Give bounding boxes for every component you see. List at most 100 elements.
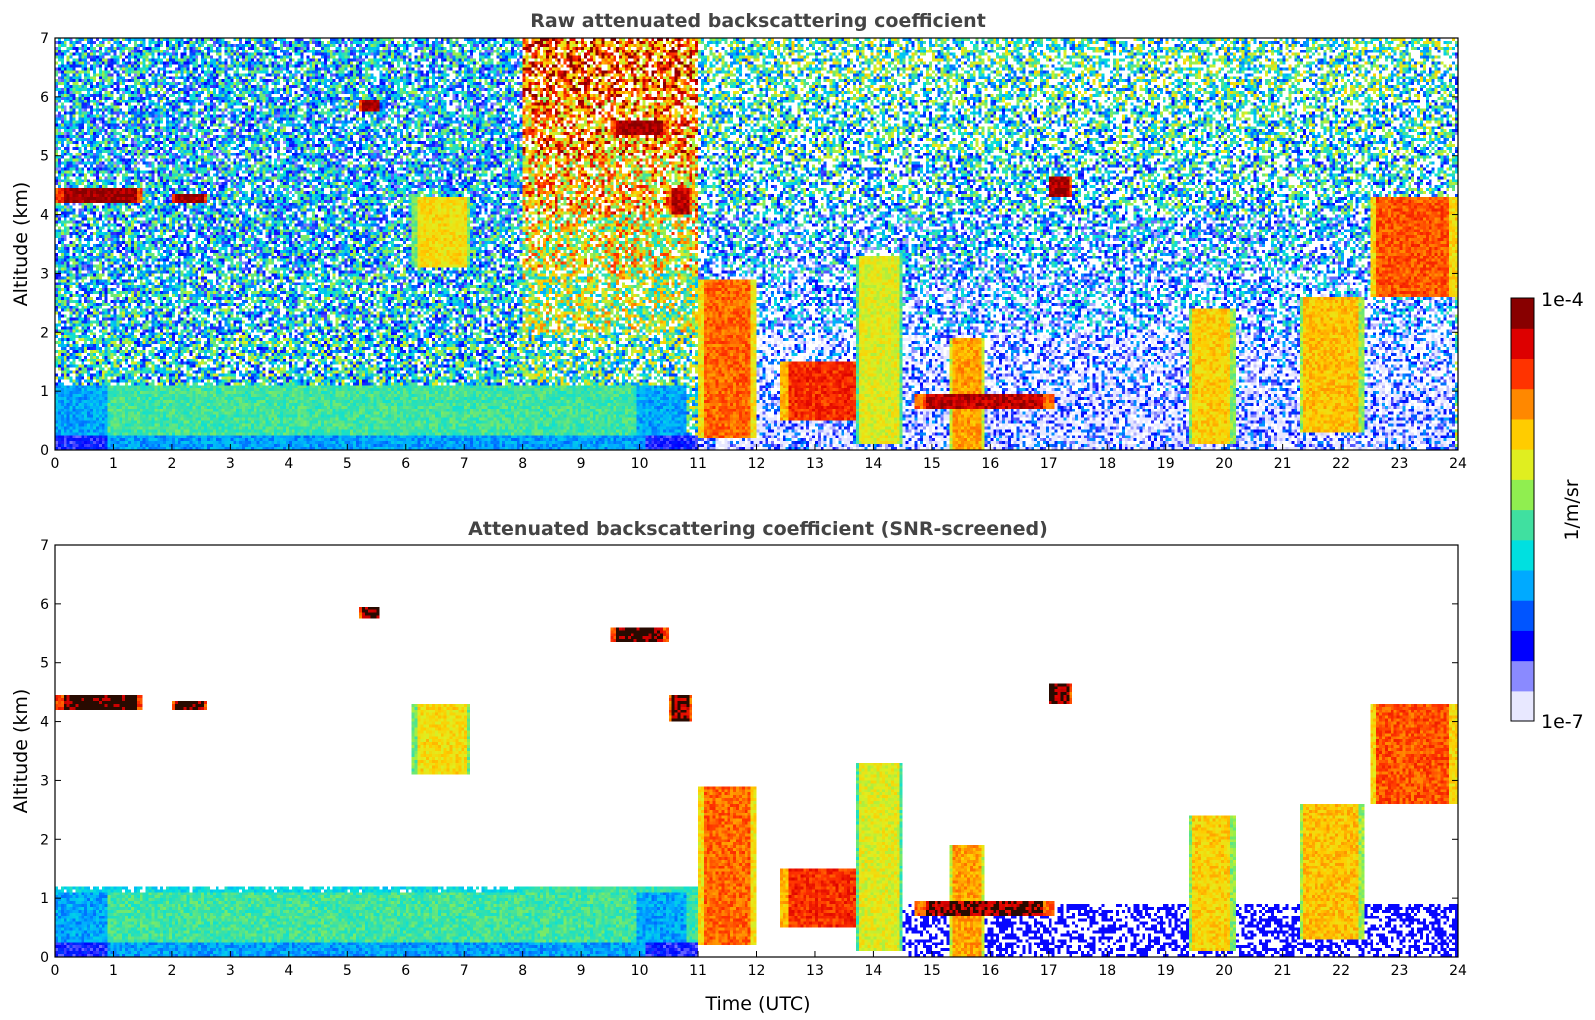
- x-tick-label: 17: [1040, 963, 1058, 979]
- x-tick-label: 5: [343, 456, 352, 472]
- panel-raw-title: Raw attenuated backscattering coefficien…: [530, 10, 986, 32]
- x-tick-label: 17: [1040, 456, 1058, 472]
- panel-screened: Attenuated backscattering coefficient (S…: [10, 518, 1467, 1015]
- x-tick-label: 7: [460, 456, 469, 472]
- x-tick-label: 3: [226, 963, 235, 979]
- colorbar-swatch: [1511, 690, 1534, 722]
- panel-raw-xticks: 0 1 2 3 4 5 6 7 8 9 10 11 12 13 14 15 16 17 18 19 20 21 22 23 24: [51, 444, 1467, 472]
- x-tick-label: 22: [1332, 963, 1350, 979]
- panel-raw-yticks: 0 1 2 3 4 5 6 7: [40, 31, 1458, 459]
- x-tick-label: 20: [1215, 963, 1233, 979]
- x-tick-label: 15: [923, 963, 941, 979]
- x-tick-label: 5: [343, 963, 352, 979]
- x-tick-label: 19: [1157, 963, 1175, 979]
- colorbar-unit-label: 1/m/sr: [1561, 479, 1583, 540]
- x-tick-label: 7: [460, 963, 469, 979]
- colorbar-gradient: [1511, 298, 1534, 722]
- y-tick-label: 7: [40, 31, 49, 47]
- x-tick-label: 6: [401, 963, 410, 979]
- x-tick-label: 20: [1215, 456, 1233, 472]
- colorbar-min-label: 1e-7: [1541, 711, 1584, 733]
- y-tick-label: 2: [40, 325, 49, 341]
- y-tick-label: 3: [40, 773, 49, 789]
- x-tick-label: 18: [1098, 456, 1116, 472]
- colorbar-swatch: [1511, 660, 1534, 692]
- y-tick-label: 5: [40, 149, 49, 165]
- y-tick-label: 4: [40, 715, 49, 731]
- colorbar-swatch: [1511, 358, 1534, 390]
- x-tick-label: 4: [284, 456, 293, 472]
- x-tick-label: 19: [1157, 456, 1175, 472]
- x-tick-label: 24: [1449, 963, 1467, 979]
- y-tick-label: 6: [40, 90, 49, 106]
- x-tick-label: 0: [51, 456, 60, 472]
- x-tick-label: 22: [1332, 456, 1350, 472]
- panel-screened-heatmap: [55, 545, 1458, 957]
- colorbar: 1e-4 1e-7 1/m/sr: [1510, 289, 1584, 733]
- y-tick-label: 4: [40, 208, 49, 224]
- panel-raw-heatmap: [55, 38, 1458, 450]
- colorbar-swatch: [1511, 630, 1534, 662]
- x-tick-label: 10: [631, 456, 649, 472]
- panel-screened-xticks: 0 1 2 3 4 5 6 7 8 9 10 11 12 13 14 15 16 17 18 19 20 21 22 23 24: [51, 951, 1467, 979]
- colorbar-swatch: [1511, 509, 1534, 541]
- x-tick-label: 18: [1098, 963, 1116, 979]
- panel-raw-ylabel: Altitude (km): [10, 182, 32, 307]
- x-tick-label: 16: [981, 963, 999, 979]
- x-tick-label: 11: [689, 963, 707, 979]
- y-tick-label: 0: [40, 443, 49, 459]
- colorbar-swatch: [1511, 388, 1534, 420]
- x-tick-label: 8: [518, 456, 527, 472]
- x-tick-label: 3: [226, 456, 235, 472]
- x-tick-label: 13: [806, 963, 824, 979]
- y-tick-label: 1: [40, 384, 49, 400]
- x-tick-label: 0: [51, 963, 60, 979]
- x-tick-label: 11: [689, 456, 707, 472]
- panel-screened-yticks: 0 1 2 3 4 5 6 7: [40, 538, 1458, 966]
- colorbar-frame: [1510, 297, 1535, 722]
- x-tick-label: 14: [865, 456, 883, 472]
- x-tick-label: 21: [1274, 456, 1292, 472]
- x-tick-label: 6: [401, 456, 410, 472]
- x-tick-label: 9: [577, 963, 586, 979]
- x-tick-label: 12: [748, 963, 766, 979]
- colorbar-max-label: 1e-4: [1541, 289, 1584, 311]
- colorbar-swatch: [1511, 418, 1534, 450]
- panel-raw: Raw attenuated backscattering coefficien…: [10, 10, 1467, 472]
- x-tick-label: 13: [806, 456, 824, 472]
- x-tick-label: 8: [518, 963, 527, 979]
- colorbar-swatch: [1511, 479, 1534, 511]
- x-tick-label: 4: [284, 963, 293, 979]
- colorbar-swatch: [1511, 539, 1534, 571]
- x-tick-label: 23: [1391, 963, 1409, 979]
- x-tick-label: 2: [167, 963, 176, 979]
- colorbar-swatch: [1511, 600, 1534, 631]
- x-tick-label: 12: [748, 456, 766, 472]
- y-tick-label: 6: [40, 597, 49, 613]
- y-tick-label: 7: [40, 538, 49, 554]
- x-tick-label: 21: [1274, 963, 1292, 979]
- x-tick-label: 9: [577, 456, 586, 472]
- x-tick-label: 1: [109, 456, 118, 472]
- y-tick-label: 1: [40, 891, 49, 907]
- x-tick-label: 24: [1449, 456, 1467, 472]
- x-tick-label: 2: [167, 456, 176, 472]
- colorbar-swatch: [1511, 449, 1534, 480]
- colorbar-swatch: [1511, 328, 1534, 360]
- panel-screened-xlabel: Time (UTC): [704, 993, 810, 1015]
- y-tick-label: 5: [40, 656, 49, 672]
- colorbar-swatch: [1511, 298, 1534, 329]
- x-tick-label: 16: [981, 456, 999, 472]
- panel-screened-ylabel: Altitude (km): [10, 689, 32, 814]
- x-tick-label: 23: [1391, 456, 1409, 472]
- x-tick-label: 1: [109, 963, 118, 979]
- y-tick-label: 0: [40, 950, 49, 966]
- x-tick-label: 14: [865, 963, 883, 979]
- x-tick-label: 10: [631, 963, 649, 979]
- y-tick-label: 3: [40, 266, 49, 282]
- y-tick-label: 2: [40, 832, 49, 848]
- colorbar-swatch: [1511, 569, 1534, 601]
- panel-screened-title: Attenuated backscattering coefficient (S…: [468, 518, 1048, 540]
- x-tick-label: 15: [923, 456, 941, 472]
